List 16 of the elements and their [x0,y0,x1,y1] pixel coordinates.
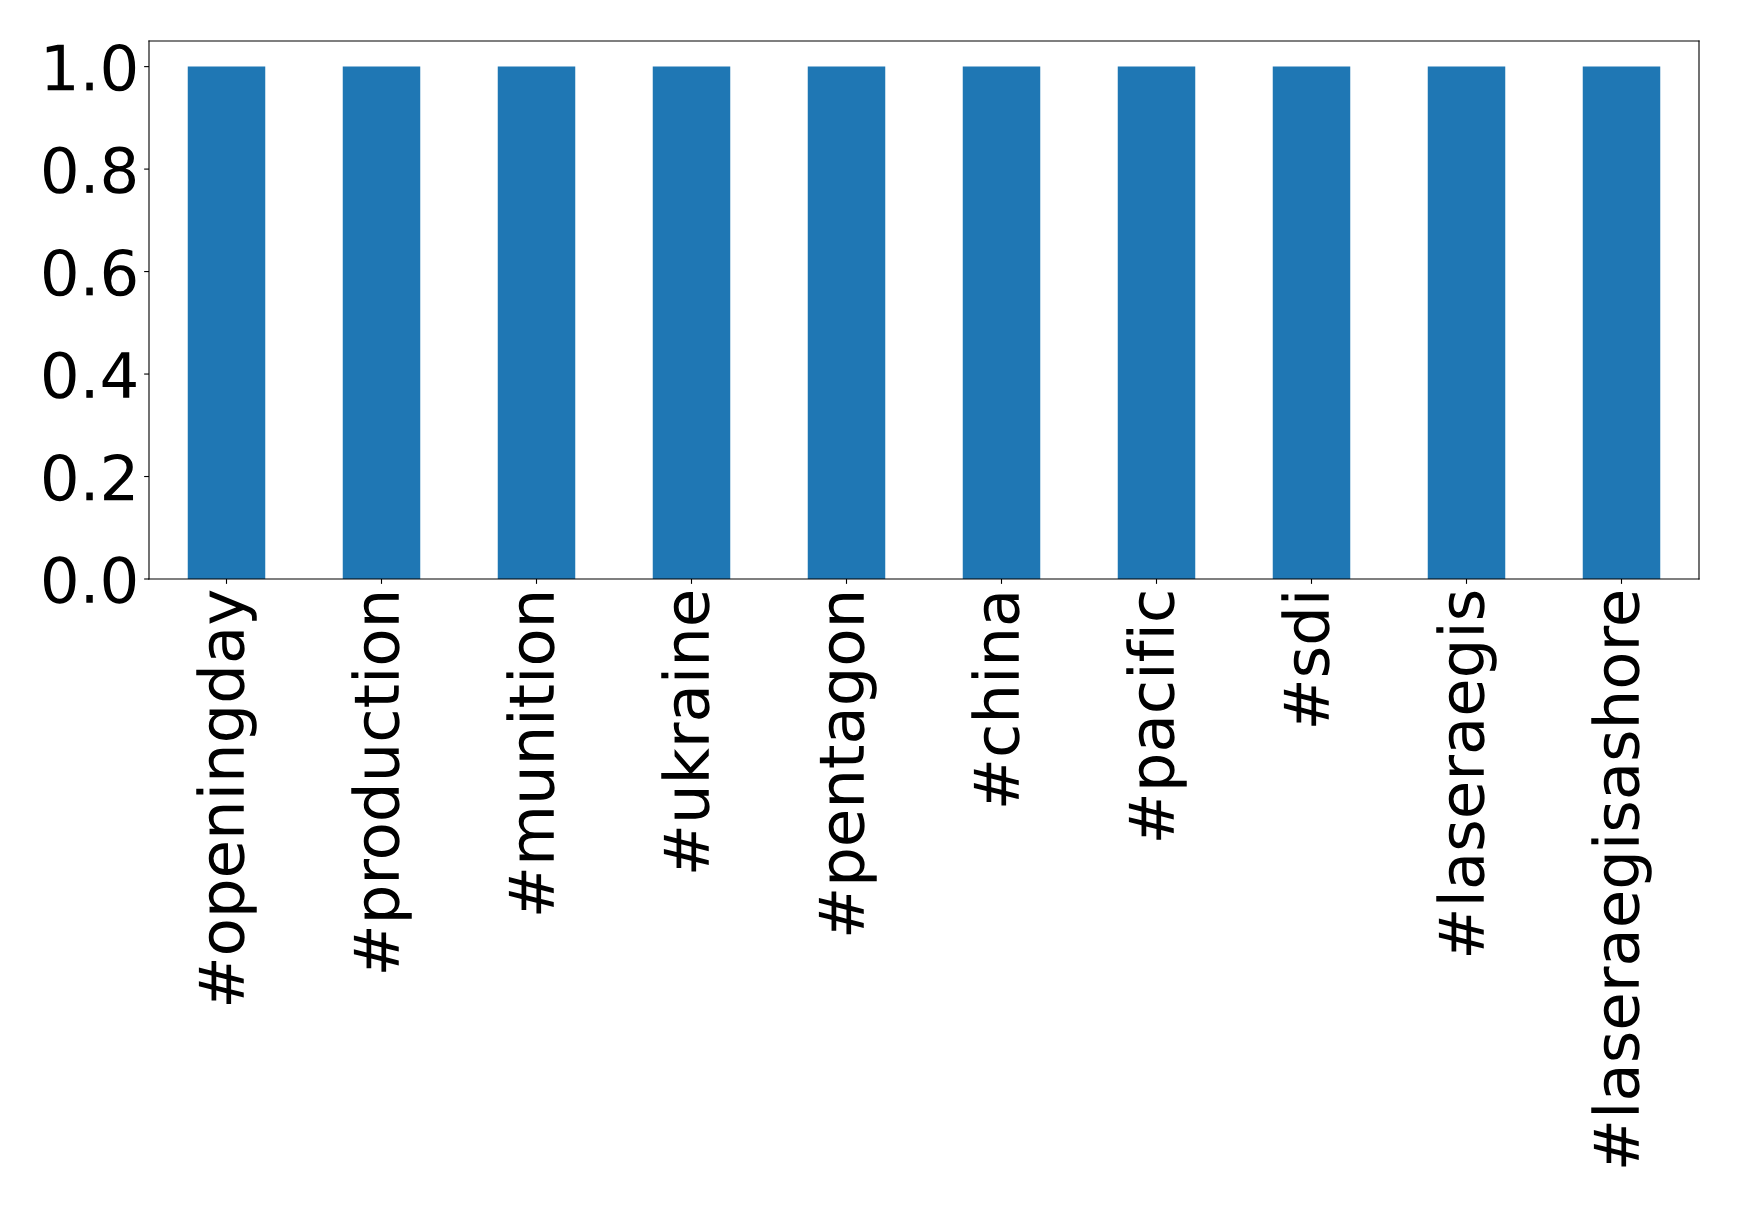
y-tick-label: 0.0 [44,556,136,604]
y-tick-label: 0.4 [44,351,136,399]
x-tick-label: #china [971,594,1020,806]
x-tick-label: #production [351,594,412,972]
y-tick-label: 1.0 [46,43,136,92]
y-tick-label: 0.2 [44,453,134,502]
x-tick-label: #openingday [196,590,257,1004]
x-tick-label: #munition [506,594,555,914]
x-tick-label: #laseraegis [1436,591,1497,955]
x-tick-label: #pentagon [818,594,877,935]
x-tick-label: #laseraegisashore [1591,592,1652,1167]
y-tick-label: 0.8 [44,146,135,194]
x-tick-label: #pacific [1126,592,1187,840]
x-tick-label: #sdi [1281,594,1330,726]
x-tick-label: #ukraine [661,592,710,872]
y-tick-label: 0.6 [44,248,136,297]
